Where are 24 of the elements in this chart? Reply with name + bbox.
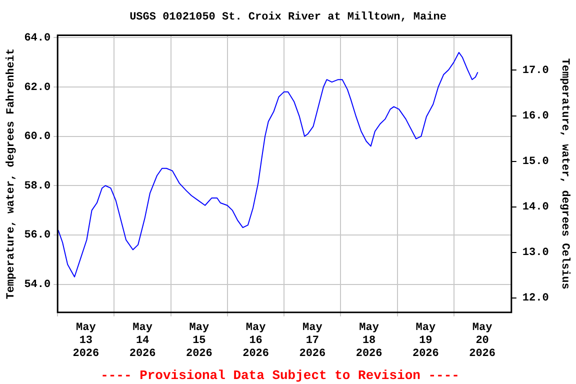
x-tick-label: May 17 2026 — [299, 322, 326, 360]
y2-tick-label: 13.0 — [522, 247, 549, 260]
x-tick-label: May 20 2026 — [469, 322, 496, 360]
y-tick-label: 60.0 — [24, 131, 51, 144]
x-tick-label: May 14 2026 — [129, 322, 156, 360]
x-tick-label: May 13 2026 — [72, 322, 100, 360]
x-tick-label: May 18 2026 — [356, 322, 382, 360]
x-tick-label: May 19 2026 — [412, 322, 439, 360]
y-tick-label: 64.0 — [24, 32, 51, 44]
y-tick-label: 62.0 — [24, 82, 51, 94]
y2-tick-label: 14.0 — [522, 202, 549, 214]
y2-tick-label: 17.0 — [522, 65, 549, 78]
x-tick-label: May 16 2026 — [242, 322, 269, 360]
y-axis-title: Temperature, water, degrees Fahrenheit — [5, 48, 18, 300]
y2-tick-label: 16.0 — [522, 110, 549, 123]
x-tick-label: May 15 2026 — [186, 322, 212, 360]
y-tick-label: 58.0 — [24, 180, 51, 192]
y-tick-label: 54.0 — [24, 279, 51, 292]
y2-axis-title: Temperature, water, degrees Celsius — [558, 58, 571, 290]
y2-tick-label: 15.0 — [522, 156, 549, 168]
chart-title: USGS 01021050 St. Croix River at Milltown, Maine — [130, 11, 447, 24]
y2-tick-label: 12.0 — [522, 292, 549, 305]
text: ---- Provisional Data Subject to Revision ---- — [100, 368, 460, 383]
y-tick-label: 56.0 — [24, 230, 51, 242]
